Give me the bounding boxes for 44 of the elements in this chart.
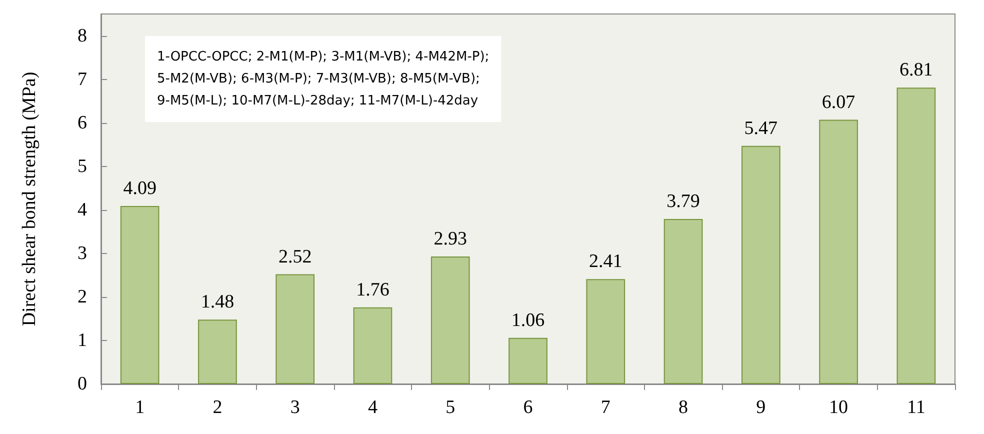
y-tick-label: 2 (78, 286, 87, 308)
x-tick-label: 6 (523, 397, 533, 418)
data-label: 2.41 (589, 251, 622, 272)
y-tick-label: 7 (78, 68, 87, 90)
y-tick-label: 1 (78, 330, 87, 351)
y-tick-label: 4 (78, 199, 88, 220)
bar (353, 307, 392, 384)
y-tick-label: 0 (78, 374, 87, 394)
bar (276, 274, 314, 384)
x-tick-label: 3 (290, 397, 300, 418)
bar (819, 120, 858, 384)
data-label: 1.48 (200, 292, 234, 313)
data-label: 2.52 (278, 246, 312, 268)
data-label: 4.09 (123, 178, 156, 199)
x-tick-label: 4 (368, 397, 378, 418)
bar (742, 146, 780, 384)
data-label: 5.47 (744, 118, 778, 139)
bar (508, 338, 548, 384)
y-axis-title: Direct shear bond strength (MPa) (19, 72, 40, 326)
x-tick-label: 10 (829, 397, 848, 418)
y-tick-label: 8 (78, 25, 87, 46)
data-label: 1.76 (356, 279, 390, 300)
x-tick-label: 8 (678, 397, 688, 418)
x-tick-label: 11 (907, 397, 926, 418)
y-tick-label: 3 (78, 242, 87, 264)
x-tick-label: 5 (446, 397, 456, 418)
x-tick-label: 7 (600, 397, 610, 418)
bar (896, 88, 936, 384)
bar (430, 256, 470, 384)
y-tick-label: 5 (78, 156, 87, 177)
bar (664, 219, 703, 384)
bar (120, 206, 160, 384)
bar (198, 320, 237, 384)
annotation: 1-OPCC-OPCC; 2-M1(M-P); 3-M1(M-VB); 4-M42M-P); 5-M2(M-VB); 6-M3(M-P); 7-M3(M-VB); 8-M5(M-VB); 9-M5(M-L); 10-M7(M-L)-28day; 11-M7(M-L)-42day (157, 50, 490, 108)
bar (586, 279, 626, 384)
x-tick-label: 2 (212, 397, 222, 418)
x-tick-label: 1 (135, 397, 145, 418)
data-label: 2.93 (434, 228, 467, 250)
data-label: 3.79 (666, 191, 700, 212)
x-tick-label: 9 (756, 397, 766, 418)
y-tick-label: 6 (78, 112, 87, 134)
data-label: 1.06 (511, 310, 545, 331)
data-label: 6.07 (822, 92, 856, 113)
data-label: 6.81 (900, 60, 933, 81)
